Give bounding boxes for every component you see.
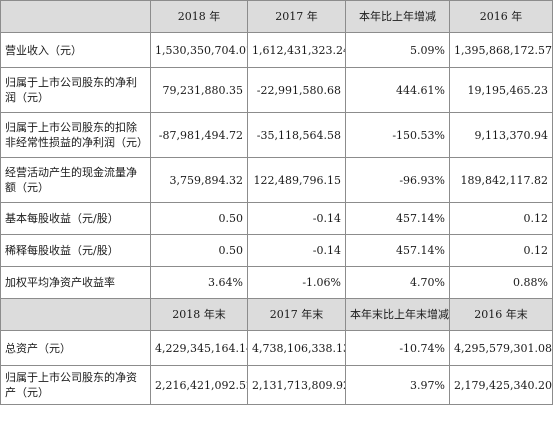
cell-2016: 189,842,117.82 [449, 157, 553, 203]
header-cell-2018-end: 2018 年末 [150, 298, 248, 331]
cell-change: -10.74% [345, 330, 450, 366]
cell-2018: 4,229,345,164.14 [150, 330, 248, 366]
cell-2016: 0.12 [449, 234, 553, 267]
header-row-annual: 2018 年 2017 年 本年比上年增减 2016 年 [0, 0, 553, 33]
cell-2018: 3,759,894.32 [150, 157, 248, 203]
table-row-revenue: 营业收入（元） 1,530,350,704.07 1,612,431,323.2… [0, 32, 553, 68]
cell-2017: 1,612,431,323.24 [247, 32, 346, 68]
cell-2016: 19,195,465.23 [449, 67, 553, 113]
table-row-net-profit-excl-nonrecurring: 归属于上市公司股东的扣除非经常性损益的净利润（元） -87,981,494.72… [0, 112, 553, 158]
row-label: 归属于上市公司股东的扣除非经常性损益的净利润（元） [0, 112, 151, 158]
header-cell-blank [0, 0, 151, 33]
cell-2016: 0.12 [449, 202, 553, 235]
cell-2016: 9,113,370.94 [449, 112, 553, 158]
cell-2017: -22,991,580.68 [247, 67, 346, 113]
table-row-weighted-roe: 加权平均净资产收益率 3.64% -1.06% 4.70% 0.88% [0, 266, 553, 299]
cell-change: 457.14% [345, 234, 450, 267]
row-label: 归属于上市公司股东的净利润（元） [0, 67, 151, 113]
table-row-diluted-eps: 稀释每股收益（元/股） 0.50 -0.14 457.14% 0.12 [0, 234, 553, 267]
cell-change: 4.70% [345, 266, 450, 299]
row-label: 归属于上市公司股东的净资产（元） [0, 365, 151, 405]
header-cell-2018: 2018 年 [150, 0, 248, 33]
cell-2016: 4,295,579,301.08 [449, 330, 553, 366]
header-cell-change: 本年比上年增减 [345, 0, 450, 33]
cell-change: 457.14% [345, 202, 450, 235]
header-cell-blank [0, 298, 151, 331]
cell-2017: 2,131,713,809.92 [247, 365, 346, 405]
cell-2018: -87,981,494.72 [150, 112, 248, 158]
cell-2016: 2,179,425,340.20 [449, 365, 553, 405]
row-label: 总资产（元） [0, 330, 151, 366]
cell-2018: 2,216,421,092.52 [150, 365, 248, 405]
row-label: 加权平均净资产收益率 [0, 266, 151, 299]
cell-change: 444.61% [345, 67, 450, 113]
cell-2017: -0.14 [247, 202, 346, 235]
header-row-year-end: 2018 年末 2017 年末 本年末比上年末增减 2016 年末 [0, 298, 553, 331]
table-row-total-assets: 总资产（元） 4,229,345,164.14 4,738,106,338.13… [0, 330, 553, 366]
cell-2017: 4,738,106,338.13 [247, 330, 346, 366]
table-row-operating-cash-flow: 经营活动产生的现金流量净额（元） 3,759,894.32 122,489,79… [0, 157, 553, 203]
cell-2016: 0.88% [449, 266, 553, 299]
row-label: 基本每股收益（元/股） [0, 202, 151, 235]
cell-2018: 79,231,880.35 [150, 67, 248, 113]
cell-2018: 1,530,350,704.07 [150, 32, 248, 68]
header-cell-2017: 2017 年 [247, 0, 346, 33]
row-label: 营业收入（元） [0, 32, 151, 68]
cell-change: 5.09% [345, 32, 450, 68]
row-label: 稀释每股收益（元/股） [0, 234, 151, 267]
table-row-basic-eps: 基本每股收益（元/股） 0.50 -0.14 457.14% 0.12 [0, 202, 553, 235]
cell-change: -96.93% [345, 157, 450, 203]
table-row-net-profit: 归属于上市公司股东的净利润（元） 79,231,880.35 -22,991,5… [0, 67, 553, 113]
cell-2017: -1.06% [247, 266, 346, 299]
cell-change: 3.97% [345, 365, 450, 405]
cell-2018: 3.64% [150, 266, 248, 299]
cell-2016: 1,395,868,172.57 [449, 32, 553, 68]
financial-summary-table: 2018 年 2017 年 本年比上年增减 2016 年 营业收入（元） 1,5… [0, 0, 553, 405]
cell-2017: 122,489,796.15 [247, 157, 346, 203]
header-cell-2016: 2016 年 [449, 0, 553, 33]
cell-2018: 0.50 [150, 202, 248, 235]
table-row-net-assets: 归属于上市公司股东的净资产（元） 2,216,421,092.52 2,131,… [0, 365, 553, 405]
header-cell-2017-end: 2017 年末 [247, 298, 346, 331]
header-cell-2016-end: 2016 年末 [449, 298, 553, 331]
header-cell-change-end: 本年末比上年末增减 [345, 298, 450, 331]
cell-change: -150.53% [345, 112, 450, 158]
row-label: 经营活动产生的现金流量净额（元） [0, 157, 151, 203]
cell-2018: 0.50 [150, 234, 248, 267]
cell-2017: -0.14 [247, 234, 346, 267]
cell-2017: -35,118,564.58 [247, 112, 346, 158]
